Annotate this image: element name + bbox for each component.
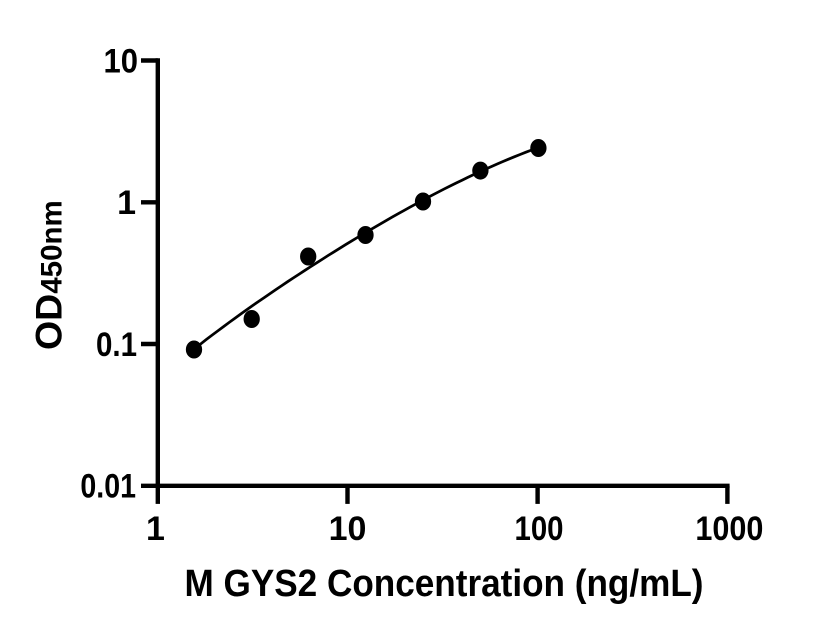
svg-text:1: 1 xyxy=(146,510,165,548)
svg-text:100: 100 xyxy=(515,510,564,548)
svg-text:M GYS2 Concentration (ng/mL): M GYS2 Concentration (ng/mL) xyxy=(185,563,704,605)
svg-text:10: 10 xyxy=(104,42,139,80)
svg-text:1000: 1000 xyxy=(695,510,763,548)
svg-text:0.1: 0.1 xyxy=(96,326,137,364)
svg-text:0.01: 0.01 xyxy=(80,468,136,506)
svg-text:1: 1 xyxy=(117,184,136,222)
svg-text:10: 10 xyxy=(329,510,367,548)
